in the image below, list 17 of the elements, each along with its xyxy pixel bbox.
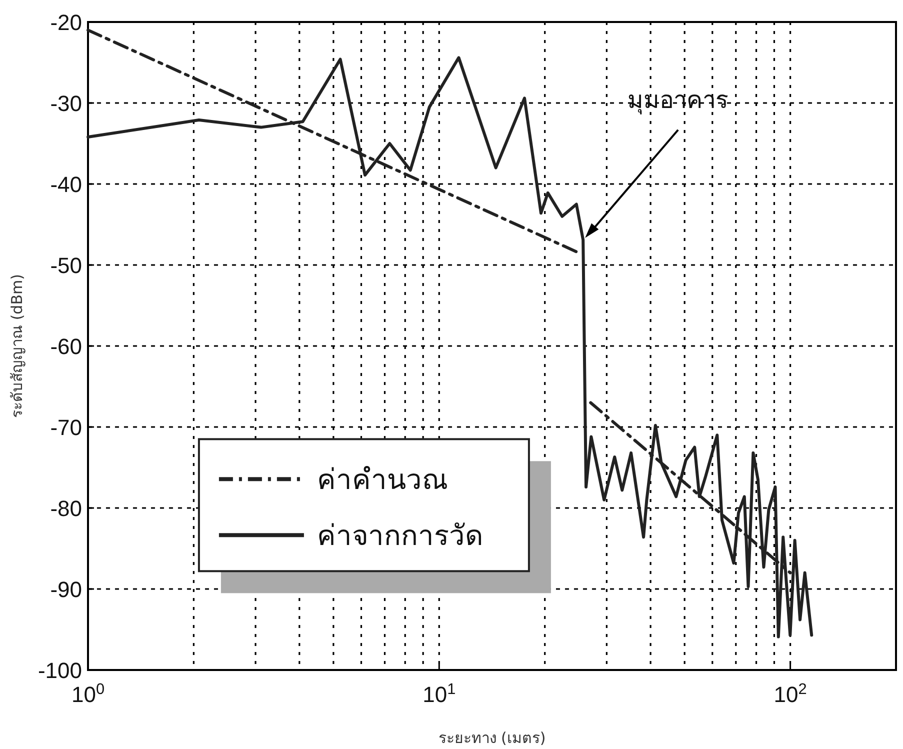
y-tick-label: -40	[50, 172, 82, 197]
x-tick-label: 10$^{2}$	[774, 680, 807, 707]
x-axis-title: ระยะทาง (เมตร)	[438, 729, 546, 747]
y-tick-label: -60	[50, 334, 82, 359]
y-tick-label: -20	[50, 10, 82, 35]
y-tick-label: -70	[50, 415, 82, 440]
legend-label: ค่าจากการวัด	[316, 519, 483, 552]
y-axis-title: ระดับสัญญาณ (dBm)	[8, 274, 26, 418]
x-tick-label: 10$^{0}$	[71, 680, 105, 707]
y-tick-label: -90	[50, 577, 82, 602]
y-tick-label: -30	[50, 91, 82, 116]
legend-label: ค่าคำนวณ	[316, 463, 448, 496]
y-tick-label: -50	[50, 253, 82, 278]
annotation: มุมอาคาร	[628, 86, 729, 115]
x-tick-label: 10$^{1}$	[422, 680, 456, 707]
y-tick-label: -80	[50, 496, 82, 521]
y-tick-label: -100	[38, 658, 82, 683]
